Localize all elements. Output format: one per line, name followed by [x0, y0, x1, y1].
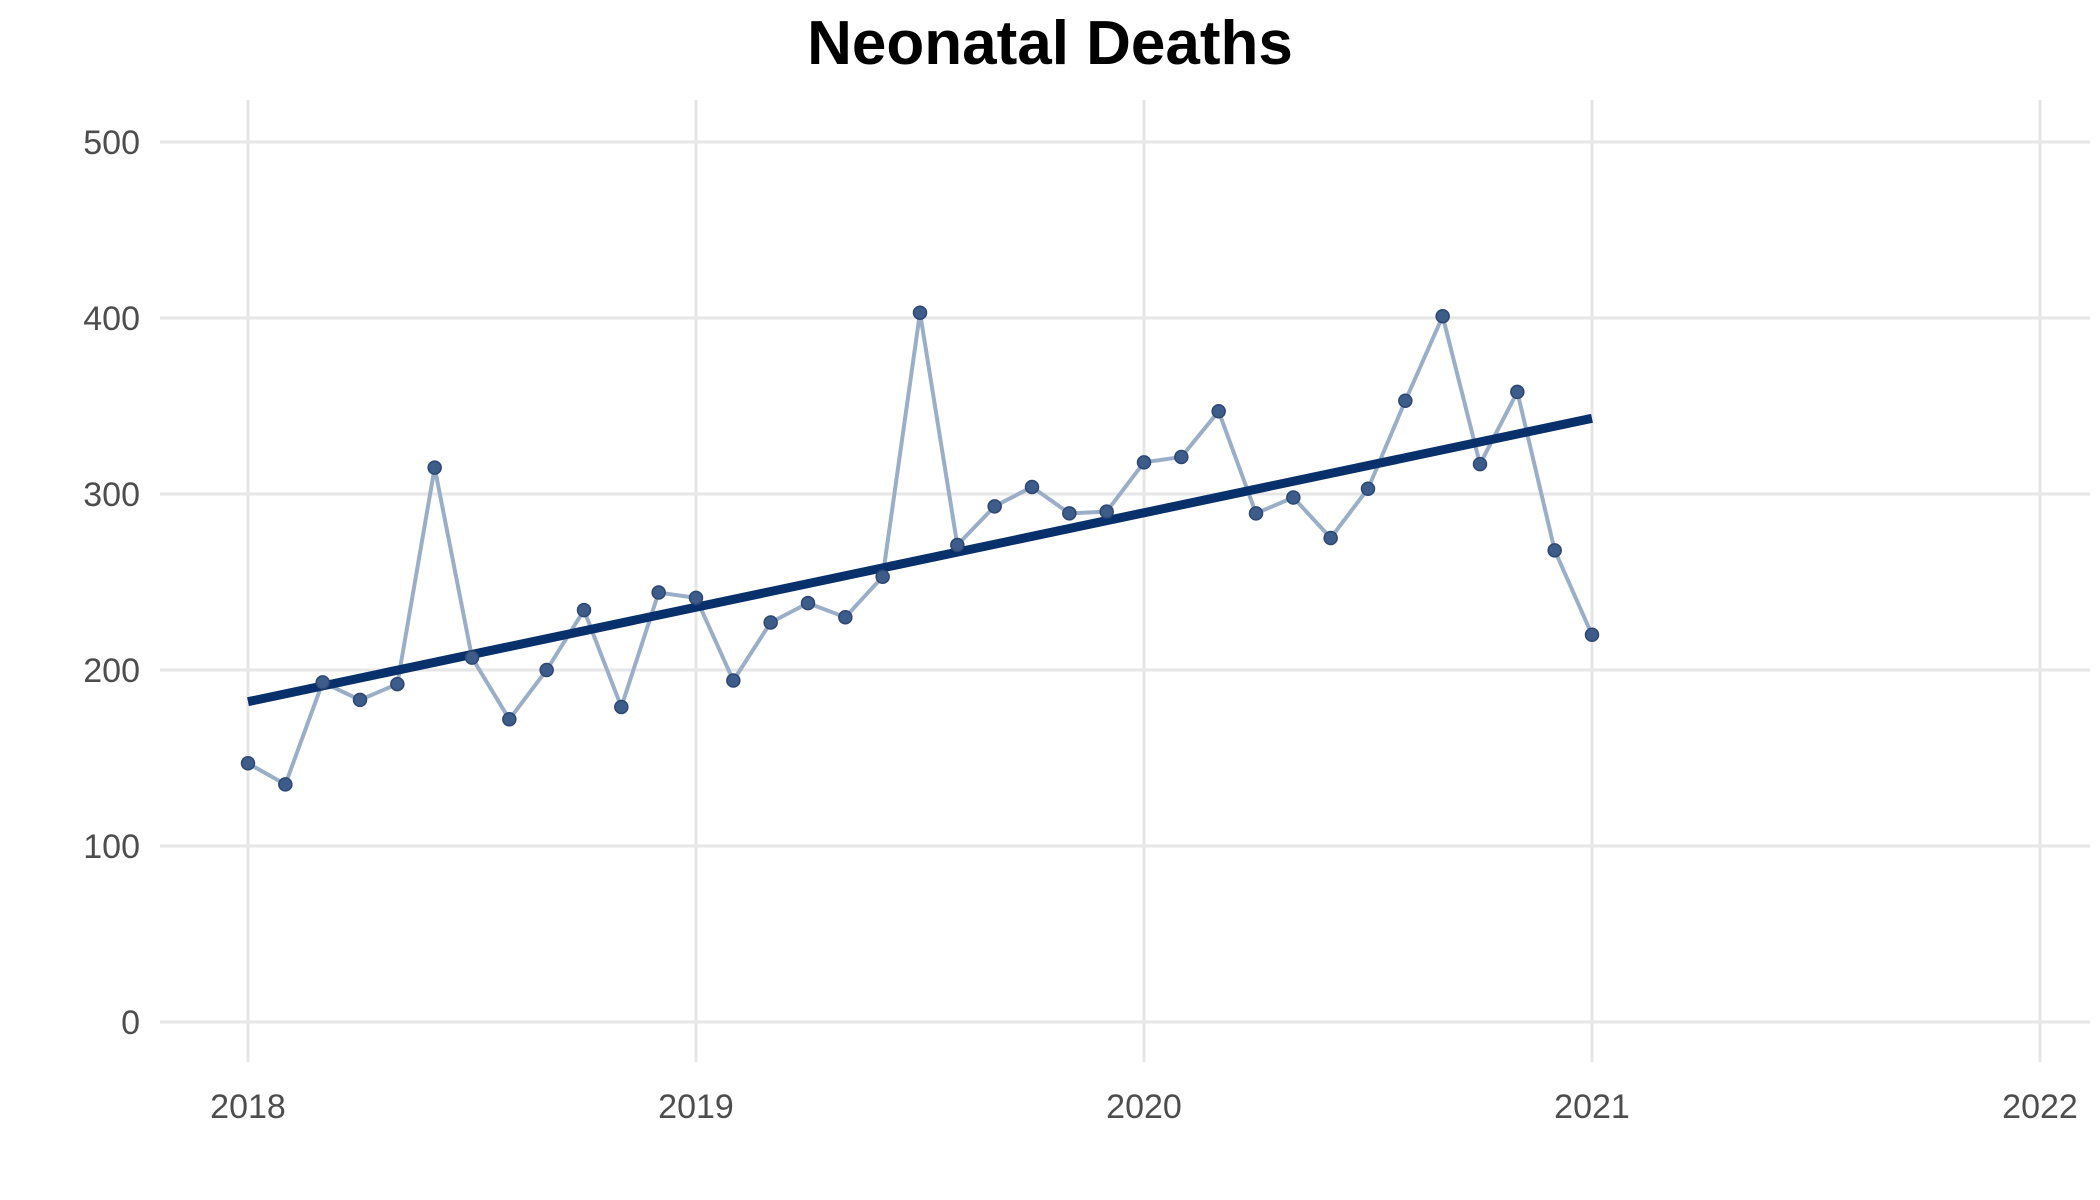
data-point [1062, 506, 1077, 521]
y-tick-label: 200 [83, 652, 140, 690]
data-point [950, 537, 965, 553]
series-line [247, 310, 1594, 787]
data-point [1510, 384, 1525, 400]
data-point [987, 499, 1002, 514]
data-point [1248, 506, 1264, 521]
data-point [502, 712, 517, 727]
data-point [1435, 308, 1450, 324]
data-point [912, 305, 928, 320]
data-point [1174, 449, 1189, 465]
data-point [278, 777, 293, 792]
x-tick-label: 2019 [658, 1088, 734, 1126]
data-point [688, 590, 704, 606]
data-point [1286, 490, 1301, 505]
y-tick-label: 0 [121, 1004, 140, 1042]
y-tick-label: 100 [83, 828, 140, 866]
data-point [315, 675, 330, 690]
data-point [1099, 504, 1114, 519]
x-tick-label: 2020 [1106, 1088, 1182, 1126]
data-point [576, 602, 592, 618]
chart-title: Neonatal Deaths [807, 9, 1293, 78]
y-tick-label: 300 [83, 476, 140, 514]
data-point [614, 699, 629, 715]
x-tick-label: 2021 [1554, 1088, 1630, 1126]
data-point [390, 676, 405, 692]
data-point [1547, 543, 1562, 558]
data-point [1211, 404, 1226, 419]
data-point [1398, 393, 1413, 408]
data-point [352, 692, 368, 708]
x-tick-label: 2022 [2002, 1088, 2078, 1126]
data-point [1323, 530, 1338, 546]
trend-line [247, 413, 1593, 707]
x-tick-label: 2018 [210, 1088, 286, 1126]
data-point [427, 460, 442, 475]
data-point [240, 756, 256, 771]
data-point [763, 615, 778, 630]
data-point [539, 662, 554, 678]
data-point [726, 673, 741, 688]
data-point [1584, 627, 1600, 643]
y-tick-label: 500 [83, 124, 140, 162]
data-point [875, 569, 890, 584]
data-point [1024, 479, 1040, 495]
data-point [838, 609, 853, 625]
data-point [1472, 456, 1488, 472]
data-point [651, 585, 666, 600]
data-point [1360, 481, 1376, 496]
data-point [1136, 455, 1152, 470]
data-point [800, 595, 816, 611]
y-tick-label: 400 [83, 300, 140, 338]
data-point [464, 650, 480, 665]
